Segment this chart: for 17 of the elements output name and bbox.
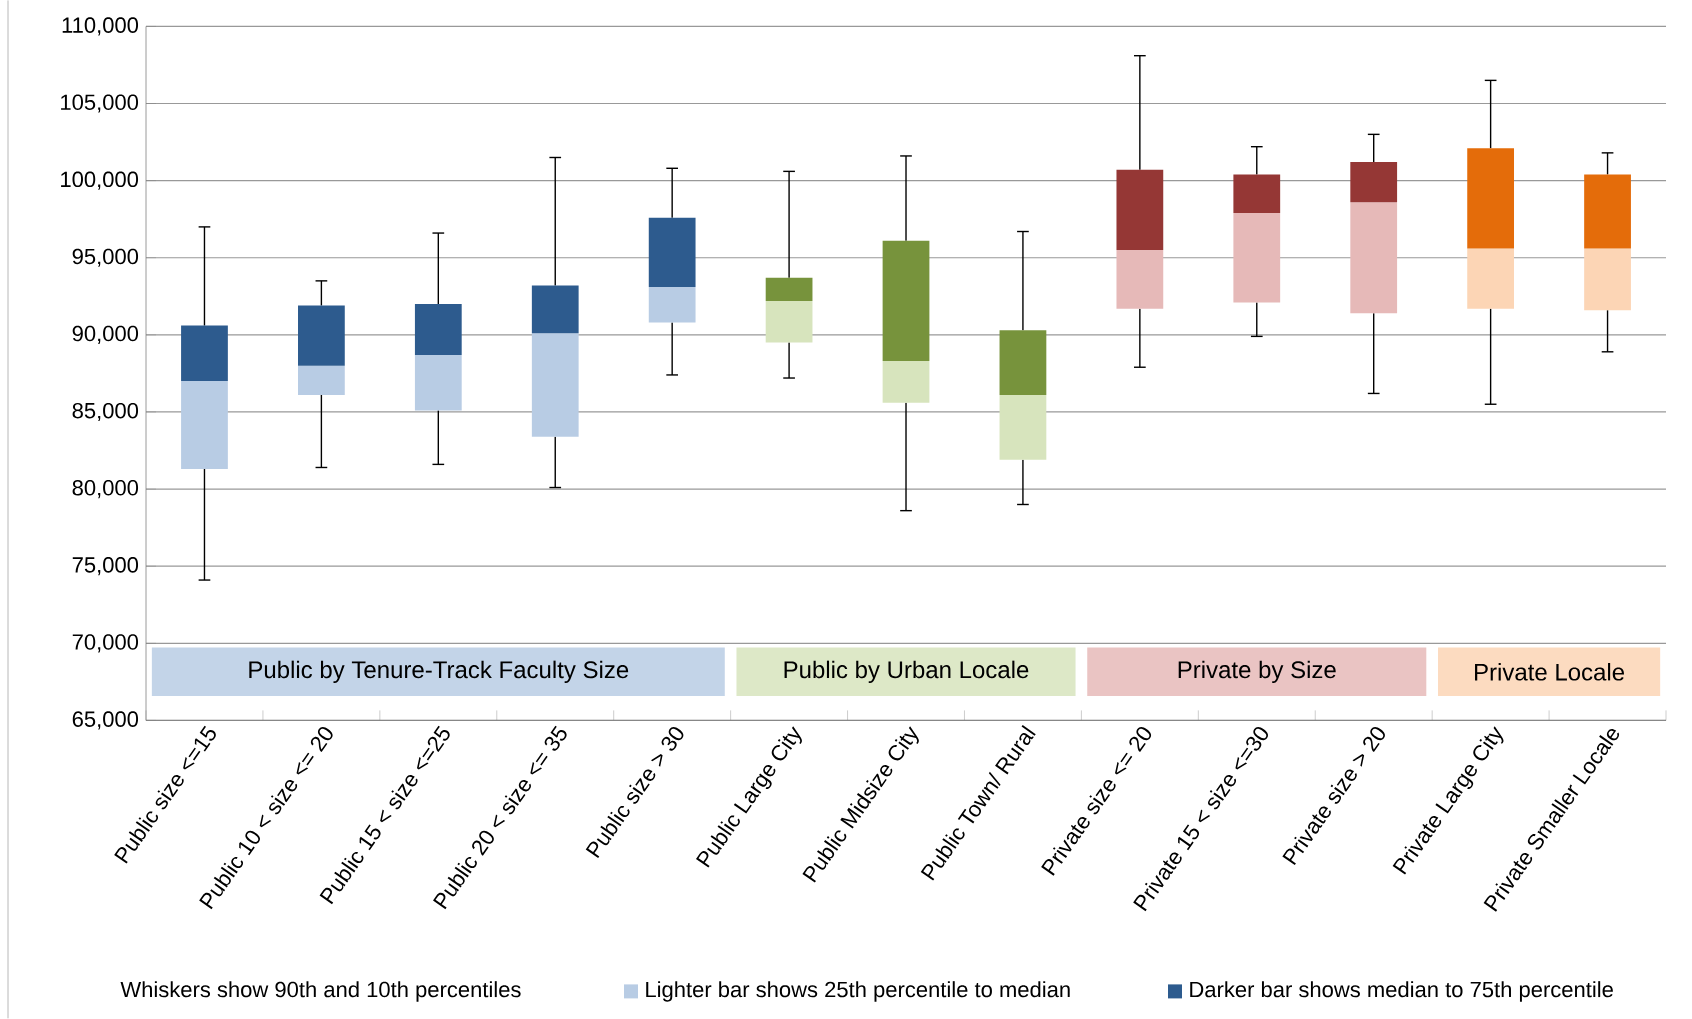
text: Whiskers show 90th and 10th percentiles bbox=[120, 981, 521, 1002]
y-tick-label: 95,000 bbox=[72, 248, 139, 267]
y-tick-label: 85,000 bbox=[72, 402, 139, 422]
text: Private by Size bbox=[1178, 660, 1336, 684]
text: Private Locale bbox=[1475, 663, 1624, 681]
y-tick-label: 110,000 bbox=[62, 17, 139, 36]
y-tick-label: 100,000 bbox=[61, 171, 139, 190]
y-tick-label: 75,000 bbox=[72, 557, 139, 576]
y-tick-label: 65,000 bbox=[72, 711, 139, 730]
y-tick-label: 90,000 bbox=[72, 325, 139, 345]
text: Public by Tenure-Track Faculty Size bbox=[249, 660, 629, 684]
text: Public by Urban Locale bbox=[784, 660, 1029, 684]
y-tick-label: 105,000 bbox=[61, 94, 139, 113]
text: Darker bar shows median to 75th percentile bbox=[1190, 981, 1613, 1002]
y-tick-label: 80,000 bbox=[72, 480, 139, 499]
y-tick-label: 70,000 bbox=[72, 634, 139, 653]
text: Lighter bar shows 25th percentile to median bbox=[646, 981, 1070, 1002]
